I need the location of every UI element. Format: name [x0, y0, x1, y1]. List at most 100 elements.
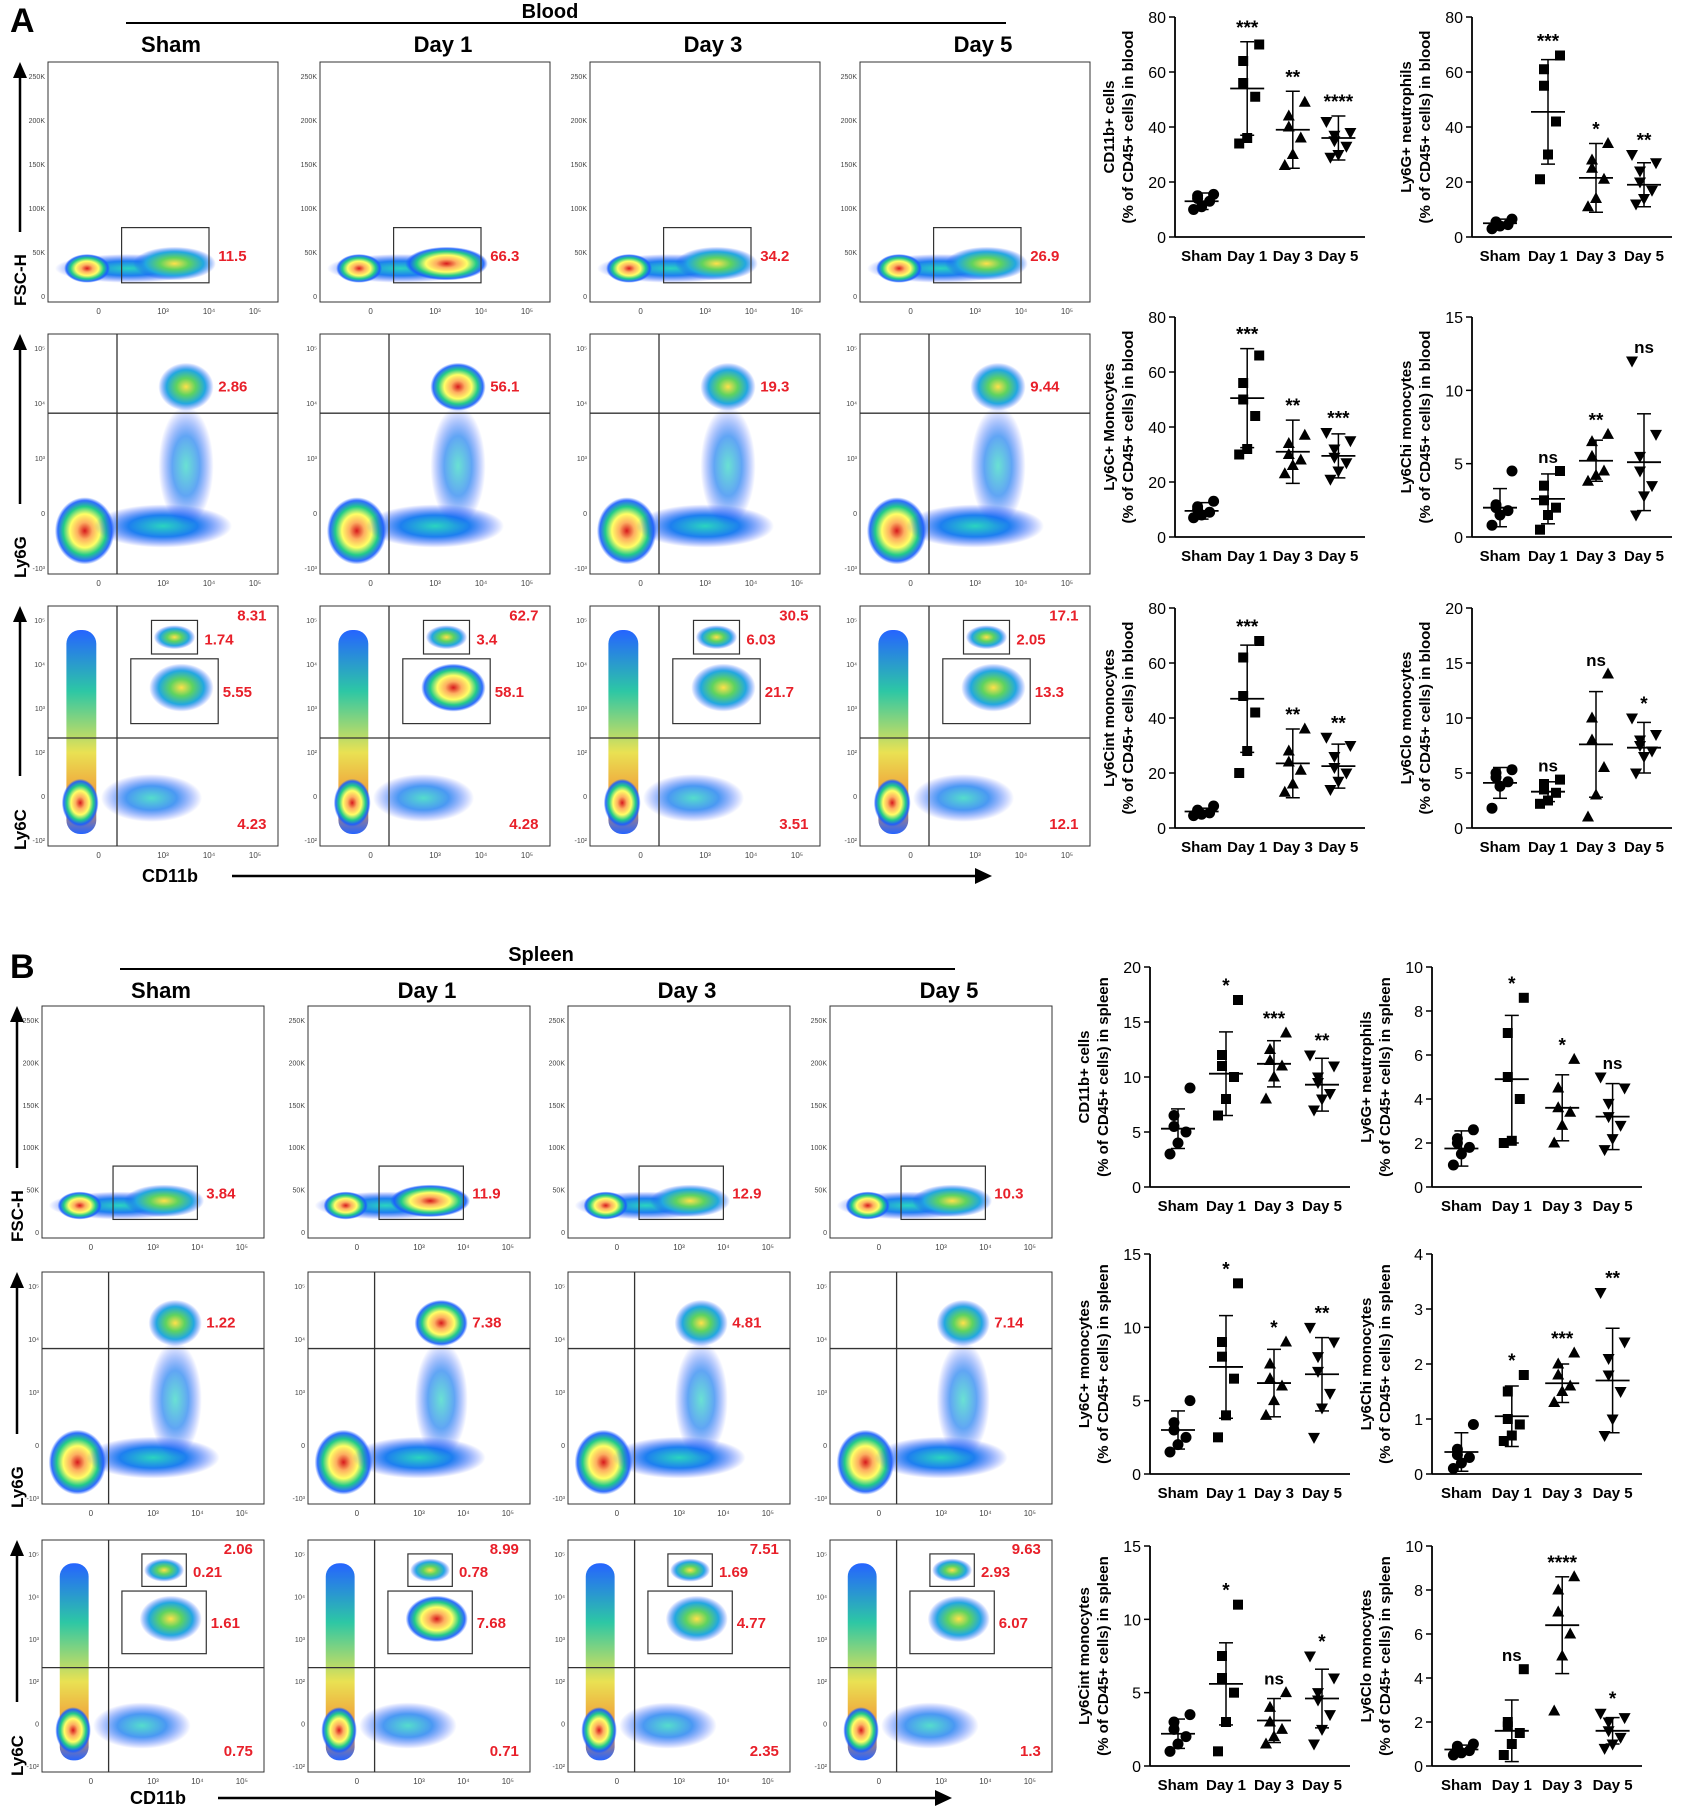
flow-plot-ly6g-sham: 0 10³ 10⁴ 10⁵ -10³ 0 10³ 10⁴ 10⁵ 1.22 — [27, 1271, 265, 1518]
data-point — [1598, 1431, 1611, 1442]
data-point — [1308, 1105, 1320, 1117]
y-axis-label-fsc-h: FSC-H — [8, 1006, 27, 1242]
y-tick-label: 0 — [1157, 530, 1166, 547]
x-tick-label: 0 — [89, 1243, 94, 1252]
data-point — [1168, 1716, 1180, 1728]
y-tick-label: 10³ — [577, 706, 588, 713]
data-point — [1208, 188, 1220, 200]
x-tick-label: 10⁵ — [791, 851, 803, 860]
y-tick-label: 50K — [575, 250, 588, 257]
data-point — [1582, 810, 1594, 822]
significance-label: * — [1508, 974, 1516, 995]
gate-percentage-int: 5.55 — [223, 684, 252, 701]
gate-percentage-hi: 3.4 — [476, 631, 498, 648]
data-point — [1506, 1135, 1517, 1146]
tissue-title-blood: Blood — [522, 1, 579, 23]
ly6c-hi-gate — [150, 619, 199, 655]
y-axis-label-line: CD11b+ cells — [1101, 81, 1118, 174]
x-tick-label: 10⁴ — [191, 1243, 204, 1252]
data-point — [1634, 177, 1646, 189]
data-point — [1602, 1726, 1615, 1738]
series-day-3: * — [1257, 1318, 1292, 1420]
data-point — [1594, 1288, 1607, 1299]
gate-percentage: 66.3 — [490, 248, 519, 265]
ly6c-hi-gate — [962, 619, 1011, 655]
data-point — [1543, 510, 1553, 520]
data-point — [1602, 1354, 1615, 1365]
y-tick-label: 50K — [553, 1188, 566, 1195]
group-header-day-5: Day 5 — [954, 32, 1013, 57]
gate-percentage-int: 21.7 — [765, 684, 794, 701]
y-tick-label: 6 — [1414, 1048, 1423, 1065]
ly6c-hi-gate — [692, 619, 741, 655]
y-tick-label: 10⁴ — [576, 401, 587, 408]
data-point — [1502, 1717, 1513, 1727]
data-point — [1282, 109, 1295, 121]
x-tick-label: 10⁴ — [457, 1509, 470, 1518]
y-tick-label: 0 — [313, 511, 317, 518]
flow-plot-ly6g-day-3: 0 10³ 10⁴ 10⁵ -10³ 0 10³ 10⁴ 10⁵ 19.3 — [575, 333, 821, 588]
x-tick-label: 10⁴ — [203, 579, 216, 588]
data-point — [1634, 735, 1646, 747]
data-point — [1490, 767, 1502, 779]
data-point — [1506, 764, 1518, 776]
significance-label: ns — [1538, 448, 1558, 467]
data-point — [1535, 524, 1545, 535]
y-axis-label-line: (% of CD45+ cells) in spleen — [1377, 977, 1394, 1177]
y-tick-label: 150K — [549, 1103, 566, 1110]
data-point — [1312, 1695, 1324, 1707]
data-point — [1332, 776, 1345, 788]
y-tick-label: 10⁵ — [306, 618, 317, 625]
data-point — [1646, 481, 1658, 493]
flow-plot-fsc-h-day-5: 0 10³ 10⁴ 10⁵ 0 50K 100K 150K 200K 250K 26.9 — [841, 61, 1091, 316]
y-tick-label: 10⁵ — [846, 618, 857, 625]
data-point — [1221, 1410, 1231, 1421]
data-point — [1598, 172, 1610, 184]
data-point — [1614, 1387, 1627, 1398]
cd11b-population — [612, 1436, 746, 1479]
y-tick-label: 10⁵ — [34, 618, 45, 625]
ly6c-int-gate — [387, 1590, 473, 1655]
series-sham — [1184, 800, 1220, 822]
data-point — [1264, 1054, 1276, 1065]
x-tick-label: 0 — [877, 1777, 882, 1786]
y-tick-label: 250K — [571, 74, 588, 81]
y-tick-label: 100K — [811, 1145, 828, 1152]
data-point — [1242, 444, 1253, 454]
x-tick-label: 0 — [355, 1777, 360, 1786]
y-axis-label-line: (% of CD45+ cells) in blood — [1417, 331, 1434, 524]
flow-plot-ly6g-day-1: 0 10³ 10⁴ 10⁵ -10³ 0 10³ 10⁴ 10⁵ 56.1 — [305, 333, 551, 588]
series-sham — [1483, 213, 1518, 235]
y-tick-label: 0 — [561, 1230, 565, 1237]
y-axis-label: Ly6G+ neutrophils (% of CD45+ cells) in b… — [1398, 31, 1434, 224]
y-tick-label: 10³ — [817, 1390, 828, 1397]
data-point — [1308, 1432, 1320, 1444]
quadrant-percentage: 4.81 — [732, 1315, 761, 1332]
y-tick-label: 0 — [1414, 1759, 1423, 1776]
data-point — [1264, 1043, 1276, 1054]
x-category-label: Day 1 — [1206, 1198, 1246, 1215]
y-tick-label: 10 — [1445, 383, 1463, 400]
dense-core — [873, 778, 911, 827]
data-point — [1328, 130, 1341, 142]
dot-plot-4: 0 5 10 15 Ly6Chi monocytes (% of CD45+ cells)… — [1398, 310, 1672, 565]
quadrant-percentage-upper: 30.5 — [779, 607, 808, 624]
data-point — [1626, 150, 1638, 161]
neutrophil-population — [970, 362, 1026, 411]
series-day-1: ns — [1531, 757, 1565, 809]
y-axis-arrowhead — [13, 62, 27, 78]
data-point — [1556, 1118, 1569, 1130]
y-tick-label: 5 — [1132, 1394, 1141, 1411]
y-tick-label: 250K — [23, 1018, 40, 1025]
data-point — [1606, 1739, 1619, 1751]
data-point — [1286, 459, 1299, 470]
significance-label: * — [1640, 694, 1648, 715]
data-point — [1320, 117, 1333, 128]
negative-population — [836, 1429, 895, 1495]
data-point — [1614, 1732, 1627, 1744]
data-point — [1506, 1739, 1517, 1749]
data-point — [1192, 190, 1204, 202]
x-tick-label: 10⁵ — [236, 1243, 248, 1252]
gate-percentage: 3.84 — [206, 1186, 236, 1203]
series-day-1: * — [1209, 1259, 1243, 1443]
